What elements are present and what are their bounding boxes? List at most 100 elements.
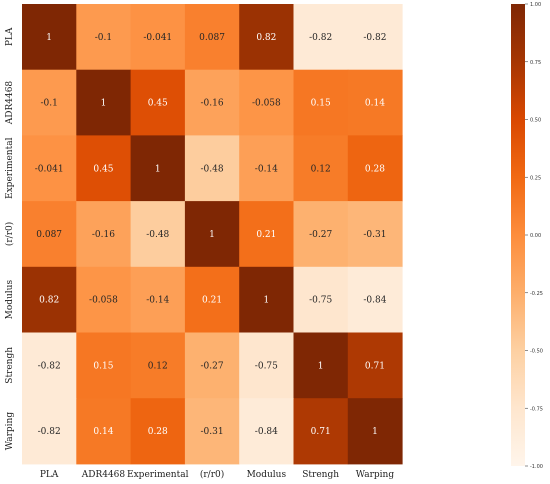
heatmap-cell (347, 201, 403, 268)
heatmap-cell-value: -0.058 (252, 99, 281, 109)
heatmap-cell-value: -0.84 (363, 296, 386, 306)
heatmap-cell (76, 398, 132, 465)
heatmap-cell (293, 69, 349, 136)
colorbar-tick-label: -1.00 (530, 464, 543, 470)
heatmap-cell (22, 332, 77, 399)
heatmap-cell-value: -0.14 (146, 296, 169, 306)
heatmap-cell-value: 0.087 (199, 33, 225, 43)
heatmap-cell-value: -0.48 (201, 164, 224, 174)
heatmap-cell-value: 0.28 (365, 164, 385, 174)
heatmap-cell (347, 332, 403, 399)
row-tick-labels: PLA ADR4468 Experimental (r/r0) Modulus Stren… (4, 27, 15, 450)
col-tick-label: Modulus (247, 470, 287, 480)
heatmap-cell (130, 69, 186, 136)
heatmap-cell (76, 332, 132, 399)
heatmap-cell (184, 69, 240, 136)
heatmap-cell (293, 4, 349, 71)
colorbar-tick-label: 1.00 (530, 2, 541, 8)
heatmap-cell (130, 398, 186, 465)
heatmap-cell (239, 135, 294, 202)
row-tick-label: PLA (5, 27, 15, 46)
heatmap-cell-value: 0.82 (39, 296, 59, 306)
heatmap-cell (22, 398, 77, 465)
heatmap-cell (184, 398, 240, 465)
colorbar-gradient (511, 4, 525, 466)
heatmap-cell-value: -0.75 (309, 296, 332, 306)
heatmap-cell (184, 201, 240, 268)
colorbar: 1.00 0.75 0.50 0.25 0.00 -0.25 -0.50 -0.75 -1.00 (511, 2, 543, 470)
heatmap-cell (347, 4, 403, 71)
heatmap-cell-value: 0.71 (365, 361, 385, 371)
colorbar-tick-label: 0.25 (530, 175, 541, 181)
heatmap-cell-value: 0.12 (148, 361, 168, 371)
heatmap-cell-value: 0.15 (311, 99, 331, 109)
heatmap-cell (347, 266, 403, 333)
heatmap-cell-value: -0.16 (201, 99, 224, 109)
col-tick-label: Warping (356, 470, 395, 480)
heatmap-cell (22, 4, 77, 71)
heatmap-cell-value: -0.82 (309, 33, 332, 43)
heatmap-cell (347, 135, 403, 202)
colorbar-tick-label: -0.75 (530, 406, 543, 412)
heatmap-cell-value: 0.71 (311, 427, 331, 437)
heatmap-cell (239, 398, 294, 465)
heatmap-cell-value: -0.82 (38, 427, 61, 437)
heatmap-cell (22, 266, 77, 333)
heatmap-cell-value: -0.84 (255, 427, 278, 437)
heatmap-cell-value: 1 (263, 296, 269, 306)
heatmap-cell (293, 201, 349, 268)
row-tick-label: Strengh (5, 347, 15, 384)
heatmap-cell (184, 266, 240, 333)
heatmap-cell-value: -0.1 (40, 99, 57, 109)
row-tick-label: Experimental (5, 137, 15, 199)
heatmap-cell (293, 266, 349, 333)
heatmap-cell (76, 266, 132, 333)
col-tick-label: PLA (40, 470, 59, 480)
col-tick-labels: PLA ADR4468 Experimental (r/r0) Modulus Stren… (40, 469, 394, 480)
heatmap-cell (130, 4, 186, 71)
heatmap-cell-value: 0.12 (311, 164, 331, 174)
colorbar-tick-label: 0.75 (530, 60, 541, 66)
heatmap-cell-value: -0.14 (255, 164, 278, 174)
heatmap-cell (22, 201, 77, 268)
heatmap-cell-value: 1 (46, 33, 52, 43)
heatmap-cell (239, 201, 294, 268)
heatmap-cell (239, 332, 294, 399)
heatmap-cell (293, 332, 349, 399)
heatmap-cell-value: -0.27 (309, 230, 332, 240)
heatmap-cell-value: 0.14 (365, 99, 385, 109)
heatmap-cell-value: 0.45 (148, 99, 168, 109)
heatmap-cell-value: 0.82 (256, 33, 276, 43)
heatmap-cell-value: -0.27 (201, 361, 224, 371)
heatmap-cell (76, 201, 132, 268)
heatmap-cell (184, 135, 240, 202)
colorbar-ticks: 1.00 0.75 0.50 0.25 0.00 -0.25 -0.50 -0.75 -1.00 (525, 2, 543, 470)
heatmap-cell-value: -0.75 (255, 361, 278, 371)
heatmap-cell-value: -0.1 (95, 33, 112, 43)
heatmap-cell (22, 135, 77, 202)
heatmap-cell-value: -0.058 (89, 296, 118, 306)
heatmap-cell (239, 4, 294, 71)
heatmap-cell (347, 69, 403, 136)
heatmap-cell-labels: 1 -0.1 -0.041 0.087 0.82 -0.82 -0.82 -0.1 1 0.45 -… (35, 33, 387, 437)
heatmap-cell (130, 266, 186, 333)
heatmap-cell (239, 266, 294, 333)
heatmap-cell-value: 1 (155, 164, 161, 174)
heatmap-cell-value: 0.45 (93, 164, 113, 174)
colorbar-tick-label: -0.25 (530, 291, 543, 297)
heatmap-cell (76, 135, 132, 202)
heatmap-cell-value: 0.087 (36, 230, 62, 240)
heatmap-cell-value: -0.48 (146, 230, 169, 240)
heatmap-cell-value: -0.31 (201, 427, 224, 437)
heatmap-cell-value: 0.21 (202, 296, 222, 306)
heatmap-cell-value: -0.041 (35, 164, 64, 174)
col-tick-label: ADR4468 (81, 470, 126, 480)
col-tick-label: (r/r0) (200, 469, 224, 480)
heatmap-cell (76, 4, 132, 71)
colorbar-tick-label: 0.00 (530, 233, 541, 239)
heatmap-cell (130, 332, 186, 399)
colorbar-tick-label: -0.50 (530, 349, 543, 355)
heatmap-cell-value: -0.31 (363, 230, 386, 240)
heatmap-cell (293, 398, 349, 465)
